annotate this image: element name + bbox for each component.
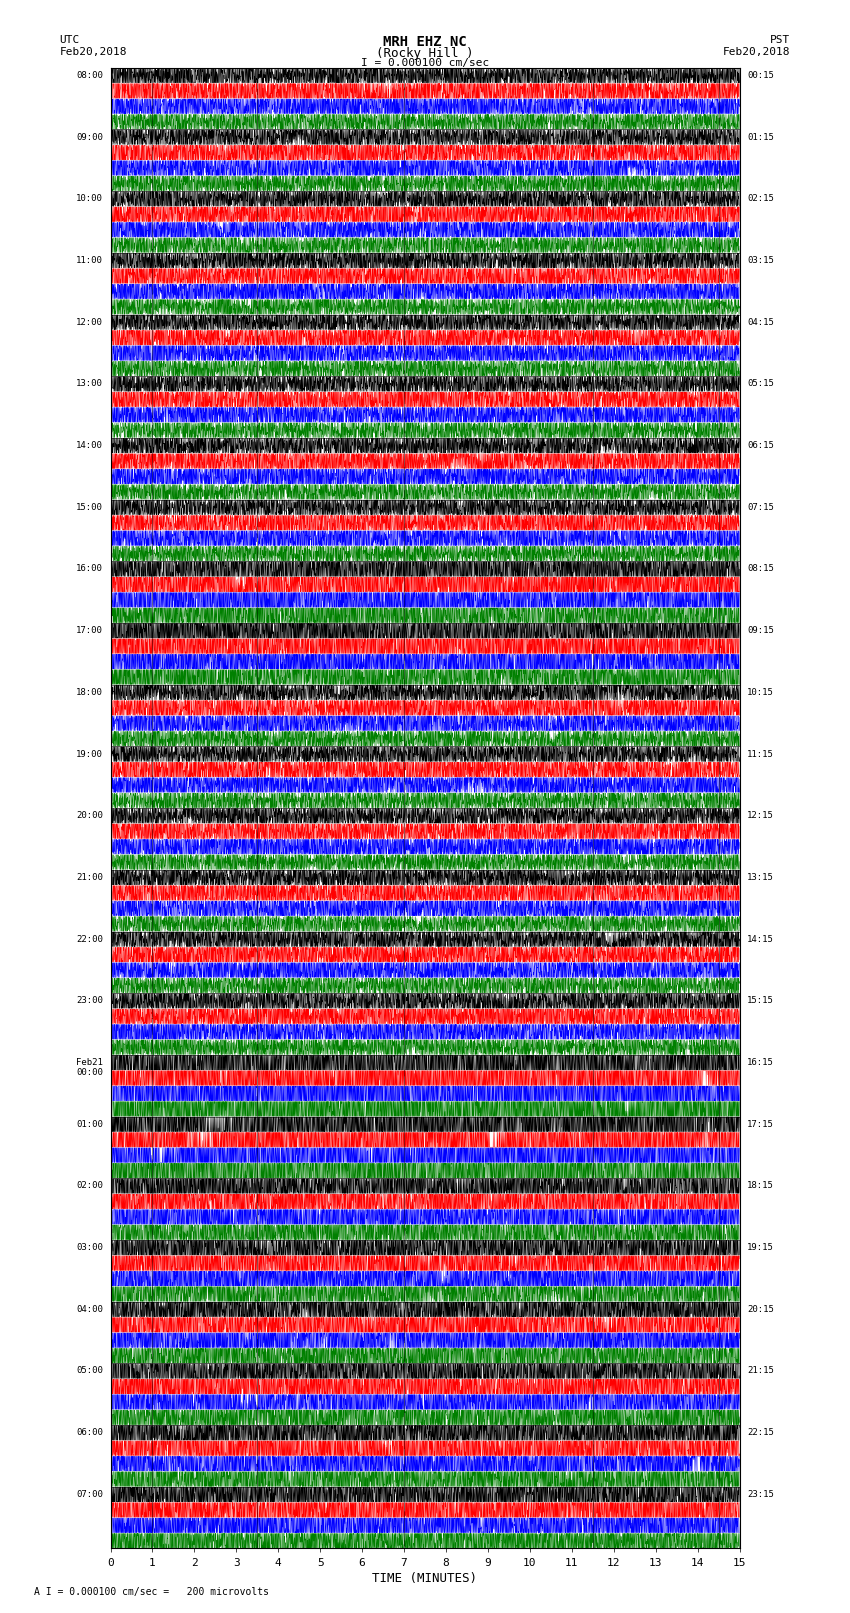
Text: 23:15: 23:15: [747, 1490, 774, 1498]
Text: 08:15: 08:15: [747, 565, 774, 573]
Text: A I = 0.000100 cm/sec =   200 microvolts: A I = 0.000100 cm/sec = 200 microvolts: [34, 1587, 269, 1597]
Text: 01:00: 01:00: [76, 1119, 103, 1129]
Text: Feb20,2018: Feb20,2018: [723, 47, 791, 56]
Text: 13:00: 13:00: [76, 379, 103, 389]
Text: 00:15: 00:15: [747, 71, 774, 79]
Text: 15:15: 15:15: [747, 997, 774, 1005]
Text: 21:15: 21:15: [747, 1366, 774, 1376]
Text: 22:15: 22:15: [747, 1428, 774, 1437]
Text: 14:00: 14:00: [76, 440, 103, 450]
Text: 18:15: 18:15: [747, 1181, 774, 1190]
Text: 17:00: 17:00: [76, 626, 103, 636]
Text: 15:00: 15:00: [76, 503, 103, 511]
Text: 16:00: 16:00: [76, 565, 103, 573]
Text: 07:00: 07:00: [76, 1490, 103, 1498]
Text: 16:15: 16:15: [747, 1058, 774, 1066]
Text: Feb21
00:00: Feb21 00:00: [76, 1058, 103, 1077]
Text: 08:00: 08:00: [76, 71, 103, 79]
Text: 04:00: 04:00: [76, 1305, 103, 1313]
Text: I = 0.000100 cm/sec: I = 0.000100 cm/sec: [361, 58, 489, 68]
Text: 10:00: 10:00: [76, 194, 103, 203]
Text: (Rocky Hill ): (Rocky Hill ): [377, 47, 473, 60]
Text: 05:00: 05:00: [76, 1366, 103, 1376]
Text: 20:15: 20:15: [747, 1305, 774, 1313]
Text: 05:15: 05:15: [747, 379, 774, 389]
Text: MRH EHZ NC: MRH EHZ NC: [383, 35, 467, 50]
Text: 21:00: 21:00: [76, 873, 103, 882]
X-axis label: TIME (MINUTES): TIME (MINUTES): [372, 1571, 478, 1584]
Text: 11:00: 11:00: [76, 256, 103, 265]
Text: 06:15: 06:15: [747, 440, 774, 450]
Text: 22:00: 22:00: [76, 934, 103, 944]
Text: 19:15: 19:15: [747, 1244, 774, 1252]
Text: 17:15: 17:15: [747, 1119, 774, 1129]
Text: 02:00: 02:00: [76, 1181, 103, 1190]
Text: 06:00: 06:00: [76, 1428, 103, 1437]
Text: 14:15: 14:15: [747, 934, 774, 944]
Text: 02:15: 02:15: [747, 194, 774, 203]
Text: PST: PST: [770, 35, 790, 45]
Text: 04:15: 04:15: [747, 318, 774, 326]
Text: 03:15: 03:15: [747, 256, 774, 265]
Text: 11:15: 11:15: [747, 750, 774, 758]
Text: 10:15: 10:15: [747, 687, 774, 697]
Text: UTC: UTC: [60, 35, 80, 45]
Text: 12:00: 12:00: [76, 318, 103, 326]
Text: 09:00: 09:00: [76, 132, 103, 142]
Text: 09:15: 09:15: [747, 626, 774, 636]
Text: 03:00: 03:00: [76, 1244, 103, 1252]
Text: Feb20,2018: Feb20,2018: [60, 47, 127, 56]
Text: 13:15: 13:15: [747, 873, 774, 882]
Text: 01:15: 01:15: [747, 132, 774, 142]
Text: 19:00: 19:00: [76, 750, 103, 758]
Text: 18:00: 18:00: [76, 687, 103, 697]
Text: 20:00: 20:00: [76, 811, 103, 819]
Text: 12:15: 12:15: [747, 811, 774, 819]
Text: 07:15: 07:15: [747, 503, 774, 511]
Text: 23:00: 23:00: [76, 997, 103, 1005]
